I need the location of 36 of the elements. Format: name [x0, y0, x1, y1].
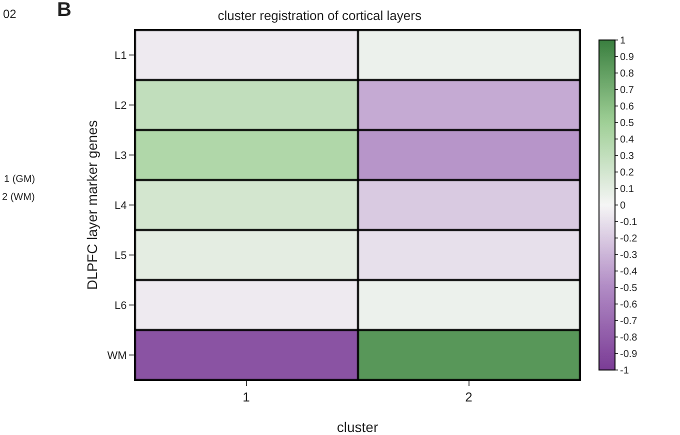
color-bar-label: 0.7: [620, 85, 634, 96]
x-axis-title: cluster: [336, 419, 378, 435]
y-axis-title: DLPFC layer marker genes: [84, 120, 100, 290]
color-bar-label: -1: [620, 366, 630, 376]
text: B: [57, 0, 72, 21]
x-tick-label: 2: [465, 390, 472, 405]
color-bar-label: -0.6: [620, 300, 638, 310]
color-bar-label: -0.5: [620, 283, 638, 294]
color-bar-label: -0.3: [620, 250, 638, 261]
y-tick-label: L6: [114, 300, 127, 312]
text: 1 (GM): [4, 174, 36, 185]
color-bar-label: -0.7: [620, 316, 638, 327]
y-tick-label: L5: [114, 250, 127, 262]
color-bar-label: 0.5: [620, 118, 634, 129]
y-tick-label: L3: [114, 150, 127, 162]
color-bar-label: 0.6: [620, 102, 634, 112]
chart-title: cluster registration of cortical layers: [218, 8, 422, 23]
color-bar-label: -0.1: [620, 217, 638, 228]
y-tick-label: L4: [114, 200, 127, 212]
text: 02: [3, 7, 17, 21]
color-bar-label: 0.1: [620, 184, 634, 195]
y-tick-label: L2: [114, 100, 127, 112]
y-tick-label: WM: [107, 350, 127, 362]
color-bar-label: -0.9: [620, 349, 638, 360]
color-bar-label: 1: [620, 36, 626, 46]
text: 2 (WM): [2, 192, 35, 203]
color-bar-label: 0.9: [620, 52, 634, 63]
y-tick-label: L1: [114, 50, 127, 62]
color-bar-label: 0.4: [620, 134, 634, 146]
color-bar-label: -0.4: [620, 266, 638, 278]
color-bar-label: -0.8: [620, 332, 638, 344]
color-bar-label: 0: [620, 200, 626, 212]
color-bar-label: 0.8: [620, 68, 634, 80]
color-bar-label: 0.2: [620, 168, 634, 178]
color-bar-label: 0.3: [620, 151, 634, 162]
color-bar-label: -0.2: [620, 234, 638, 244]
